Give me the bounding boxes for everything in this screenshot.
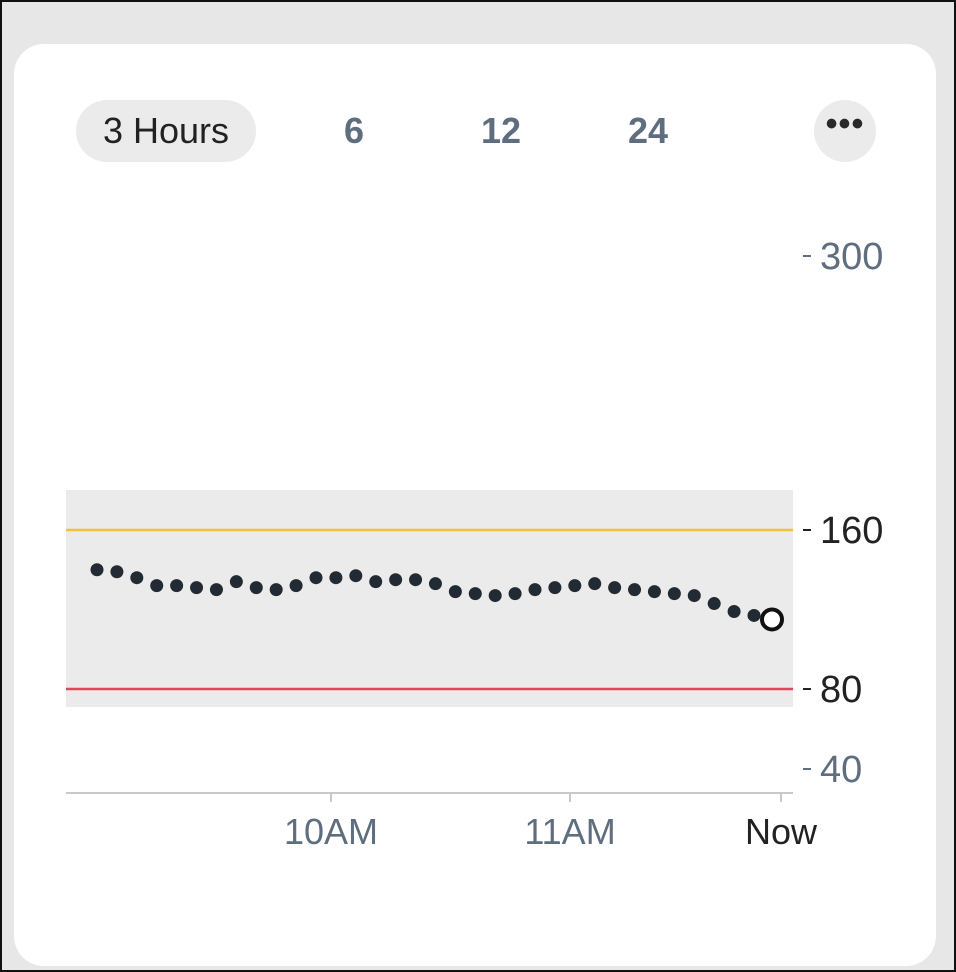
data-point <box>508 587 522 601</box>
y-tick-label: 40 <box>820 749 862 791</box>
data-point <box>628 583 642 597</box>
more-dots-icon: ••• <box>825 105 865 143</box>
data-point <box>687 589 701 603</box>
y-tick-label: 160 <box>820 510 883 552</box>
more-options-button[interactable]: ••• <box>814 100 876 162</box>
data-point <box>468 587 482 601</box>
data-point <box>608 581 622 595</box>
x-tick-label: Now <box>745 811 818 852</box>
data-point <box>747 608 761 622</box>
data-point <box>269 583 283 597</box>
data-point <box>428 577 442 591</box>
glucose-scatter-chart: 300 160 80 40 10AM 11AM Now <box>66 236 883 852</box>
data-point <box>707 597 721 611</box>
data-point <box>409 573 423 587</box>
data-point <box>110 565 124 579</box>
data-point <box>647 585 661 599</box>
data-point <box>588 577 602 591</box>
data-point <box>548 581 562 595</box>
data-point <box>229 575 243 589</box>
tab-24-hours[interactable]: 24 <box>627 110 669 151</box>
data-point <box>130 571 144 585</box>
tab-6-hours[interactable]: 6 <box>343 110 365 151</box>
data-point <box>488 589 502 603</box>
data-point <box>448 585 462 599</box>
tab-12-hours[interactable]: 12 <box>480 110 522 151</box>
data-point <box>90 563 104 577</box>
y-tick-label: 300 <box>820 236 883 278</box>
data-point <box>369 575 383 589</box>
data-point <box>329 571 343 585</box>
data-point <box>209 583 223 597</box>
data-point <box>349 569 363 583</box>
data-point <box>309 571 323 585</box>
y-tick-label: 80 <box>820 669 862 711</box>
tab-3-hours[interactable]: 3 Hours <box>76 100 256 162</box>
target-range-band <box>66 490 793 707</box>
data-point <box>667 587 681 601</box>
time-range-selector: 3 Hours 6 12 24 ••• <box>14 44 936 224</box>
data-point <box>289 579 303 593</box>
data-point <box>727 604 741 618</box>
data-point <box>389 573 403 587</box>
current-reading-marker <box>760 607 784 632</box>
glucose-chart-card: 3 Hours 6 12 24 ••• 300 160 80 40 10AM 11AM No… <box>14 44 936 966</box>
data-point <box>568 579 582 593</box>
data-point <box>528 583 542 597</box>
data-point <box>190 581 204 595</box>
x-tick-label: 11AM <box>524 811 615 852</box>
data-point <box>150 579 164 593</box>
data-point <box>249 581 263 595</box>
x-tick-label: 10AM <box>284 811 378 852</box>
data-point <box>170 579 184 593</box>
